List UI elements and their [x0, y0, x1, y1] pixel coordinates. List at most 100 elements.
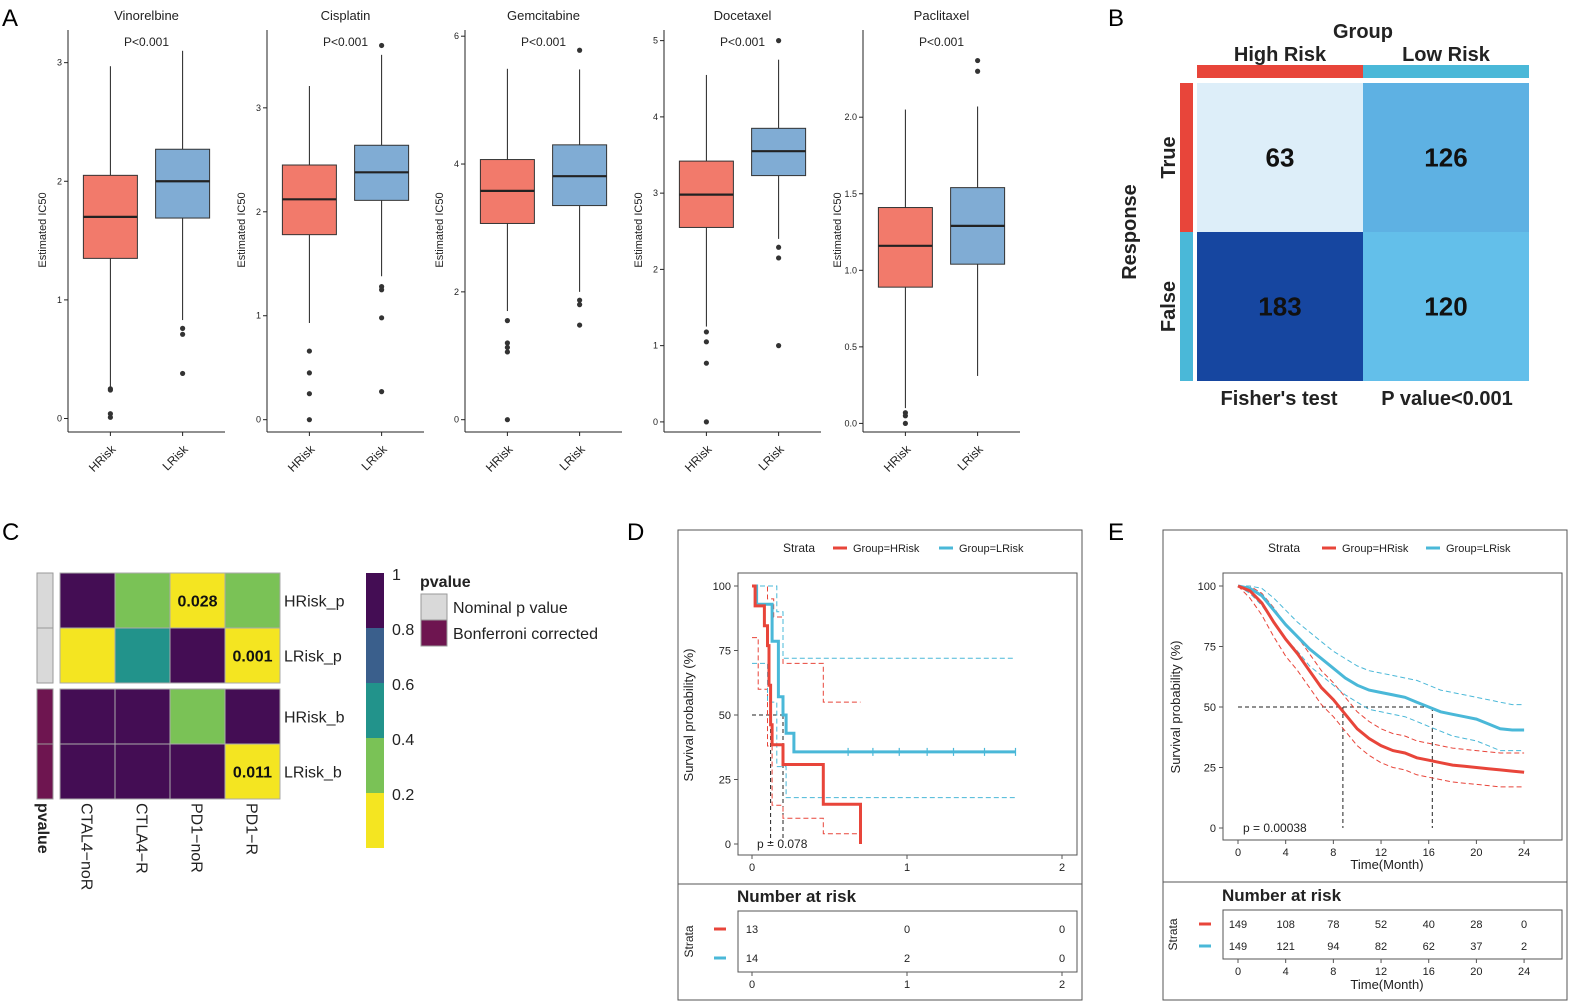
pvalue-cell — [114, 572, 171, 629]
pvalue-cell-label: 0.028 — [177, 594, 217, 611]
outlier-point — [975, 68, 981, 74]
risk-table-frame — [1222, 909, 1563, 960]
pvalue-cell — [224, 572, 281, 629]
y-tick-label: 50 — [719, 710, 731, 722]
row-title: Response — [1119, 184, 1141, 280]
outlier-point — [577, 47, 583, 53]
pvalue-cell — [224, 688, 281, 745]
x-tick-label: 0 — [1235, 847, 1241, 859]
row-label: LRisk_p — [284, 649, 342, 666]
outlier-point — [306, 417, 312, 423]
survival-curve-hrisk — [1237, 584, 1525, 774]
row-label: True — [1158, 136, 1180, 178]
outlier-point — [379, 315, 385, 321]
risk-count: 13 — [746, 924, 758, 936]
pvalue-cell — [169, 572, 226, 629]
risk-count: 94 — [1327, 941, 1339, 953]
col-label: High Risk — [1234, 44, 1327, 66]
x-tick-label: HRisk — [682, 442, 715, 475]
risk-count: 37 — [1470, 941, 1482, 953]
y-tick-label: 3 — [653, 188, 658, 198]
y-tick-label: 3 — [256, 103, 261, 113]
survival-curve-lrisk — [1237, 584, 1525, 732]
y-tick-label: 25 — [1204, 763, 1216, 775]
risk-x-tick-label: 8 — [1330, 966, 1336, 978]
pvalue-anno-cell — [36, 627, 54, 684]
outlier-point — [902, 420, 908, 427]
x-tick-label: 12 — [1375, 847, 1387, 859]
outlier-point — [107, 414, 113, 420]
y-tick-label: 2.0 — [844, 112, 857, 122]
risk-count: 52 — [1375, 919, 1387, 931]
drug-title: Gemcitabine — [507, 8, 580, 23]
x-tick-label: HRisk — [483, 442, 516, 475]
x-tick-label: LRisk — [160, 442, 192, 474]
fisher-pvalue-label: P value<0.001 — [1381, 388, 1512, 410]
colorbar-tick-label: 0.4 — [392, 732, 414, 749]
y-tick-label: 0 — [1210, 823, 1216, 835]
y-tick-label: 1 — [653, 341, 658, 351]
y-tick-label: 0 — [725, 839, 731, 851]
risk-count: 40 — [1423, 919, 1435, 931]
ci-lrisk-upper — [1238, 585, 1525, 706]
outlier-point — [306, 370, 312, 376]
x-tick-label: 8 — [1330, 847, 1336, 859]
x-tick-label: HRisk — [285, 442, 318, 475]
risk-count: 28 — [1470, 919, 1482, 931]
risk-x-tick-label: 0 — [749, 979, 755, 991]
y-tick-label: 75 — [1204, 642, 1216, 654]
pvalue-cell — [59, 743, 116, 800]
pvalue-cell — [114, 743, 171, 800]
risk-x-tick-label: 16 — [1423, 966, 1435, 978]
p-value-label: P<0.001 — [521, 35, 566, 49]
group-color-bar — [1197, 65, 1363, 78]
y-axis-label: Estimated IC50 — [832, 192, 844, 267]
outlier-point — [776, 343, 782, 349]
col-label: PD1−R — [243, 803, 260, 855]
col-label: PD1−noR — [188, 803, 205, 873]
panel-label-d: D — [627, 519, 644, 546]
panel-label-e: E — [1108, 519, 1124, 546]
x-tick-label: 4 — [1283, 847, 1289, 859]
cell-count: 183 — [1258, 292, 1301, 322]
x-tick-label: 24 — [1518, 847, 1530, 859]
y-tick-label: 0 — [653, 417, 658, 427]
x-tick-label: 1 — [904, 862, 910, 874]
outlier-point — [504, 340, 510, 346]
risk-count: 0 — [904, 924, 910, 936]
drug-title: Paclitaxel — [914, 8, 970, 23]
risk-strata-label: Strata — [682, 925, 696, 957]
col-label: Low Risk — [1402, 44, 1491, 66]
pvalue-cell — [114, 688, 171, 745]
box-lrisk — [155, 148, 211, 219]
outlier-point — [306, 348, 312, 354]
outlier-point — [577, 302, 583, 308]
risk-x-tick-label: 24 — [1518, 966, 1530, 978]
risk-count: 14 — [746, 953, 758, 965]
colorbar-segment — [366, 628, 384, 683]
y-axis-label: Survival probability (%) — [681, 649, 696, 782]
drug-title: Vinorelbine — [114, 8, 179, 23]
survival-curve-lrisk — [752, 584, 1016, 754]
outlier-point — [776, 244, 782, 250]
risk-count: 0 — [1521, 919, 1527, 931]
outlier-point — [180, 370, 186, 377]
y-tick-label: 50 — [1204, 702, 1216, 714]
pvalue-cell — [169, 627, 226, 684]
box-hrisk — [877, 207, 933, 288]
x-tick-label: LRisk — [756, 442, 788, 474]
outlier-point — [577, 322, 583, 328]
panel-d-km-plot: Strata Group=HRisk Group=LRisk0255075100Su… — [677, 529, 1083, 1001]
legend-title: pvalue — [420, 574, 471, 591]
x-tick-label: LRisk — [359, 442, 391, 474]
outlier-point — [776, 38, 782, 44]
ci-hrisk-upper — [1238, 585, 1525, 754]
risk-count: 78 — [1327, 919, 1339, 931]
legend-item-label: Group=HRisk — [1342, 543, 1409, 555]
pvalue-cell — [59, 572, 116, 629]
anno-label: pvalue — [34, 803, 51, 854]
outlier-point — [504, 318, 510, 324]
outlier-point — [180, 325, 186, 331]
risk-strata-label: Strata — [1166, 918, 1180, 950]
row-label: HRisk_p — [284, 594, 345, 611]
